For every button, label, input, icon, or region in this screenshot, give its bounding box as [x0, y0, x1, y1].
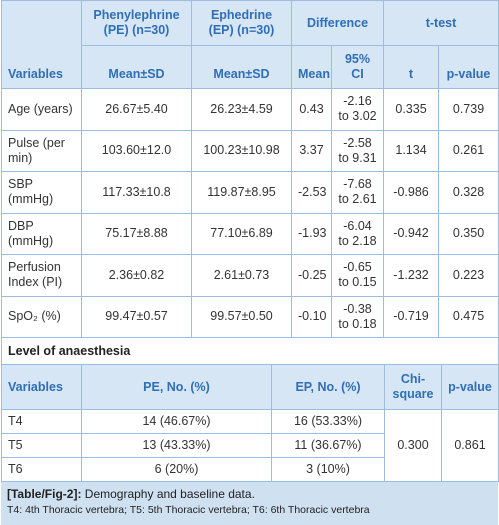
header-cell: t [383, 45, 440, 89]
cell: 13 (43.33%) [81, 433, 272, 458]
caption-label: [Table/Fig-2]: [7, 487, 82, 501]
caption: [Table/Fig-2]: Demography and baseline d… [1, 482, 498, 525]
cell: 0.43 [291, 88, 332, 131]
header-cell: Chi-square [384, 364, 442, 410]
cell: -1.232 [383, 254, 440, 297]
cell: -0.38 to 0.18 [330, 295, 385, 338]
cell: SpO₂ (%) [1, 295, 82, 338]
cell: SBP (mmHg) [1, 171, 82, 214]
cell: 6 (20%) [81, 457, 272, 482]
header-cell: p-value [441, 364, 499, 410]
cell: 99.47±0.57 [81, 295, 192, 338]
table-row: Pulse (per min) 103.60±12.0 100.23±10.98 3.… [1, 129, 499, 172]
cell: -0.986 [383, 171, 440, 214]
cell: 99.57±0.50 [191, 295, 292, 338]
header-cell: Phenylephrine (PE) (n=30) [81, 0, 192, 46]
table-row: SBP (mmHg) 117.33±10.8 119.87±8.95 -2.53 -7.… [1, 171, 499, 214]
table-row: DBP (mmHg) 75.17±8.88 77.10±6.89 -1.93 -6.04… [1, 212, 499, 255]
header-cell: Mean±SD [191, 45, 292, 89]
header-cell: Variables [1, 0, 82, 89]
cell: 11 (36.67%) [271, 433, 385, 458]
header-cell: t-test [383, 0, 499, 46]
cell: -0.65 to 0.15 [330, 254, 385, 297]
cell: 3.37 [291, 129, 332, 172]
cell: Pulse (per min) [1, 129, 82, 172]
cell: T4 [1, 409, 82, 434]
cell: DBP (mmHg) [1, 212, 82, 255]
caption-note: T4: 4th Thoracic vertebra; T5: 5th Thora… [7, 504, 370, 516]
header-cell: 95% CI [330, 45, 385, 89]
cell: T6 [1, 457, 82, 482]
baseline-table: Variables Phenylephrine (PE) (n=30) Ephe… [0, 0, 499, 365]
cell: -0.25 [291, 254, 332, 297]
header-cell: p-value [438, 45, 499, 89]
table-row: T5 13 (43.33%) 11 (36.67%) [1, 433, 499, 458]
cell: 77.10±6.89 [191, 212, 292, 255]
cell: T5 [1, 433, 82, 458]
cell: 100.23±10.98 [191, 129, 292, 172]
cell: -0.10 [291, 295, 332, 338]
header-cell: Mean [291, 45, 332, 89]
cell: -2.16 to 3.02 [330, 88, 385, 131]
cell: 119.87±8.95 [191, 171, 292, 214]
cell: 0.335 [383, 88, 440, 131]
cell: 2.36±0.82 [81, 254, 192, 297]
cell: -0.719 [383, 295, 440, 338]
cell: 0.300 [384, 409, 442, 482]
cell: 26.67±5.40 [81, 88, 192, 131]
cell: -2.53 [291, 171, 332, 214]
caption-text: Demography and baseline data. [84, 487, 255, 501]
cell: 2.61±0.73 [191, 254, 292, 297]
header-cell: Mean±SD [81, 45, 192, 89]
cell: 16 (53.33%) [271, 409, 385, 434]
cell: Age (years) [1, 88, 82, 131]
section-title: Level of anaesthesia [0, 337, 499, 365]
cell: 3 (10%) [271, 457, 385, 482]
cell: 0.223 [438, 254, 499, 297]
cell: 103.60±12.0 [81, 129, 192, 172]
cell: 75.17±8.88 [81, 212, 192, 255]
cell: -6.04 to 2.18 [330, 212, 385, 255]
header-cell: PE, No. (%) [81, 364, 272, 410]
header-cell: EP, No. (%) [271, 364, 385, 410]
header-cell: Ephedrine (EP) (n=30) [191, 0, 292, 46]
cell: 0.261 [438, 129, 499, 172]
table-row: Age (years) 26.67±5.40 26.23±4.59 0.43 -2.16… [1, 88, 499, 131]
cell: 0.739 [438, 88, 499, 131]
cell: -1.93 [291, 212, 332, 255]
cell: 0.350 [438, 212, 499, 255]
cell: 0.328 [438, 171, 499, 214]
cell: 117.33±10.8 [81, 171, 192, 214]
table-row: Perfusion Index (PI) 2.36±0.82 2.61±0.73 -0… [1, 254, 499, 297]
header-cell: Difference [290, 0, 385, 46]
cell: 26.23±4.59 [191, 88, 292, 131]
cell: 14 (46.67%) [81, 409, 272, 434]
cell: -2.58 to 9.31 [330, 129, 385, 172]
cell: -0.942 [383, 212, 440, 255]
cell: 1.134 [383, 129, 440, 172]
cell: Perfusion Index (PI) [1, 254, 82, 297]
anaesthesia-table: Variables PE, No. (%) EP, No. (%) Chi-squar… [1, 364, 499, 482]
cell: 0.861 [441, 409, 499, 482]
header-cell: Variables [1, 364, 82, 410]
cell: 0.475 [438, 295, 499, 338]
cell: -7.68 to 2.61 [330, 171, 385, 214]
table-row: T6 6 (20%) 3 (10%) [1, 457, 499, 482]
table-row: SpO₂ (%) 99.47±0.57 99.57±0.50 -0.10 -0.38 t… [1, 295, 499, 338]
table-row: T4 14 (46.67%) 16 (53.33%) 0.300 0.861 [1, 409, 499, 482]
